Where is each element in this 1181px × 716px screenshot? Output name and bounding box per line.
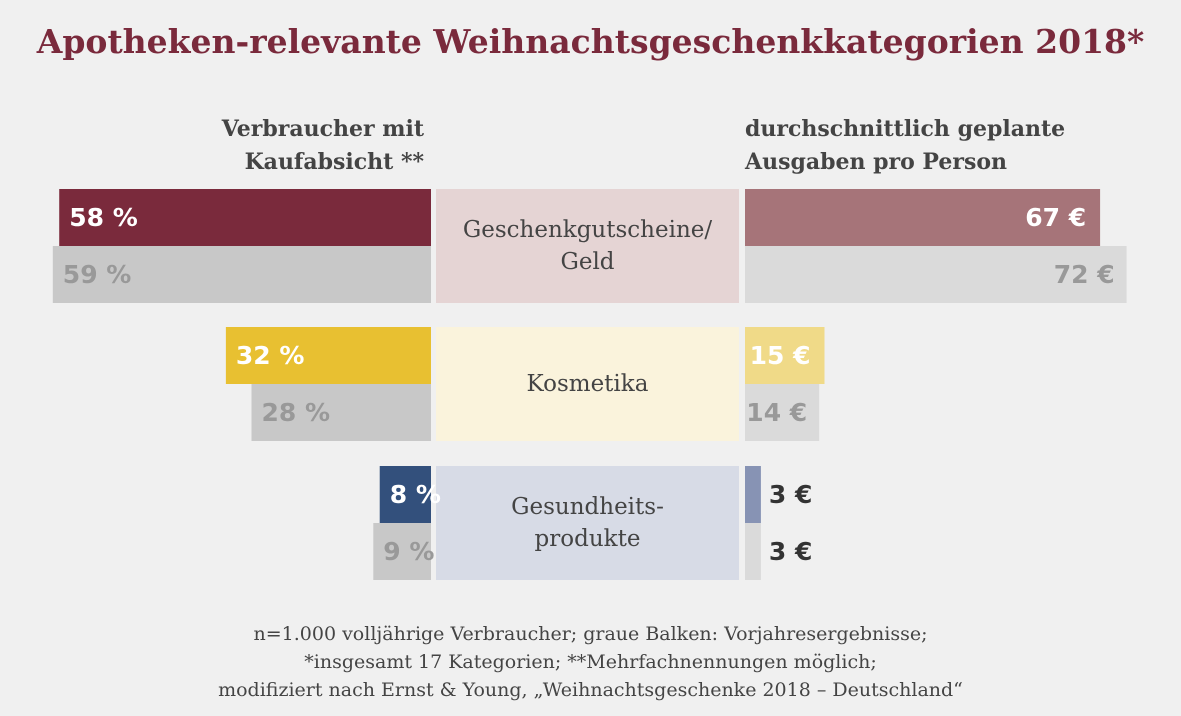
label-right-previous: 14 € bbox=[746, 398, 807, 427]
label-right-current: 15 € bbox=[750, 341, 811, 370]
label-right-previous: 72 € bbox=[1054, 260, 1115, 289]
category-label: Gesundheits- bbox=[511, 494, 664, 520]
right-header-line-1: durchschnittlich geplante bbox=[745, 116, 1066, 142]
bar-right-previous bbox=[745, 523, 761, 580]
right-panel-header: durchschnittlich geplante Ausgaben pro P… bbox=[745, 113, 1065, 179]
bar-left-current bbox=[59, 189, 431, 246]
left-header-line-2: Kaufabsicht ** bbox=[244, 149, 424, 175]
bar-right-previous bbox=[745, 246, 1127, 303]
category-label: Geschenkgutscheine/ bbox=[463, 217, 713, 243]
label-left-current: 58 % bbox=[69, 203, 138, 232]
bar-right-current bbox=[745, 327, 825, 384]
footnote-line-2: *insgesamt 17 Kategorien; **Mehrfachnenn… bbox=[304, 651, 877, 673]
category-label: Geld bbox=[560, 249, 614, 275]
left-header-line-1: Verbraucher mit bbox=[221, 116, 424, 142]
bar-left-previous bbox=[373, 523, 431, 580]
label-left-current: 8 % bbox=[390, 480, 441, 509]
category-box bbox=[436, 327, 739, 441]
label-right-previous: 3 € bbox=[769, 537, 813, 566]
bar-right-previous bbox=[745, 384, 820, 441]
category-box bbox=[436, 466, 739, 580]
right-header-line-2: Ausgaben pro Person bbox=[745, 149, 1008, 175]
footnote-line-3: modifiziert nach Ernst & Young, „Weihnac… bbox=[218, 679, 963, 701]
category-box bbox=[436, 189, 739, 303]
bar-right-current bbox=[745, 189, 1101, 246]
bar-left-previous bbox=[52, 246, 432, 303]
label-right-current: 3 € bbox=[769, 480, 813, 509]
bar-left-previous bbox=[251, 384, 431, 441]
category-label: produkte bbox=[535, 526, 641, 552]
footnote-line-1: n=1.000 volljährige Verbraucher; graue B… bbox=[253, 623, 928, 645]
label-left-previous: 9 % bbox=[383, 537, 434, 566]
left-panel-header: Verbraucher mit Kaufabsicht ** bbox=[222, 113, 424, 179]
chart-title: Apotheken-relevante Weihnachtsgeschenkka… bbox=[36, 22, 1145, 61]
category-label: Kosmetika bbox=[527, 371, 649, 397]
bar-right-current bbox=[745, 466, 761, 523]
label-left-previous: 28 % bbox=[262, 398, 331, 427]
label-right-current: 67 € bbox=[1025, 203, 1086, 232]
label-left-current: 32 % bbox=[236, 341, 305, 370]
footnote: n=1.000 volljährige Verbraucher; graue B… bbox=[0, 620, 1181, 704]
label-left-previous: 59 % bbox=[63, 260, 132, 289]
bar-left-current bbox=[379, 466, 431, 523]
bar-left-current bbox=[225, 327, 431, 384]
